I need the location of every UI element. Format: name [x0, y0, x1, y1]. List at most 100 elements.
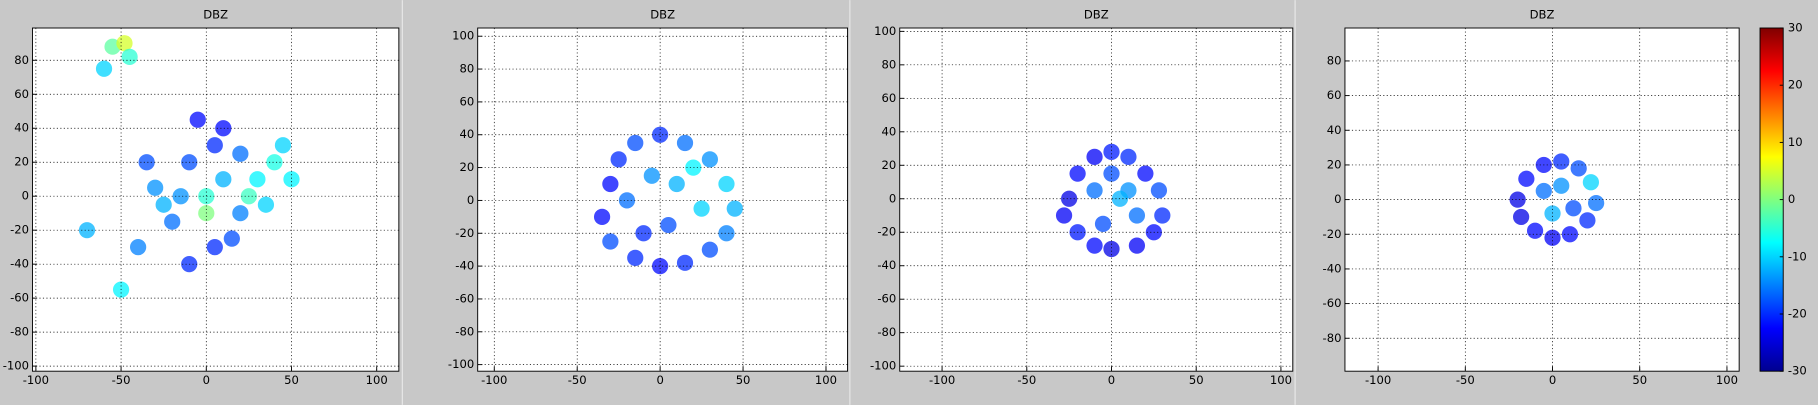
- y-tick-label: 20: [1327, 157, 1342, 171]
- x-tick-label: -50: [112, 373, 131, 387]
- x-tick-label: -100: [929, 373, 955, 387]
- x-tick-label: 50: [1189, 373, 1204, 387]
- echo-point: [643, 167, 660, 184]
- y-tick-label: 60: [882, 91, 897, 105]
- y-tick-label: 100: [452, 29, 474, 43]
- x-tick-label: -100: [23, 373, 49, 387]
- x-tick-label: 0: [656, 373, 663, 387]
- echo-point: [1103, 165, 1120, 182]
- echo-point: [215, 120, 232, 137]
- y-tick-label: -80: [877, 325, 896, 339]
- echo-point: [652, 126, 669, 143]
- y-tick-label: 80: [1327, 53, 1342, 67]
- y-tick-label: -80: [1323, 331, 1342, 345]
- x-tick-label: 0: [203, 373, 210, 387]
- echo-point: [652, 257, 669, 275]
- x-tick-label: 100: [366, 373, 388, 387]
- echo-point: [1588, 194, 1605, 212]
- colorbar-tick-label: -20: [1788, 306, 1807, 320]
- x-tick-label: -100: [481, 373, 507, 387]
- echo-point: [701, 241, 719, 258]
- y-tick-label: 40: [1327, 123, 1342, 137]
- echo-point: [206, 137, 223, 154]
- axes-box: [477, 27, 849, 372]
- echo-point: [249, 171, 266, 188]
- colorbar-tick-label: -10: [1788, 249, 1807, 263]
- echo-point: [718, 225, 735, 242]
- colorbar-tick-label: 30: [1788, 21, 1803, 35]
- x-tick-label: 100: [1270, 373, 1292, 387]
- echo-point: [1513, 208, 1530, 226]
- echo-point: [1103, 143, 1120, 161]
- echo-point: [693, 200, 710, 217]
- colorbar-tick-label: 10: [1788, 135, 1803, 149]
- plot: [1509, 153, 1605, 246]
- x-tick-label: 100: [1716, 373, 1738, 387]
- x-tick-label: -50: [1456, 373, 1475, 387]
- echo-point: [1150, 182, 1168, 199]
- y-tick-label: -20: [455, 226, 474, 240]
- echo-point: [1553, 153, 1570, 170]
- y-tick-label: 0: [22, 189, 29, 203]
- x-tick-label: 50: [1632, 373, 1647, 387]
- echo-point: [147, 179, 164, 196]
- echo-point: [215, 171, 232, 188]
- plot: [78, 35, 300, 298]
- echo-point: [232, 205, 249, 222]
- y-tick-label: 100: [874, 24, 896, 38]
- echo-point: [1137, 165, 1154, 182]
- y-tick-label: -60: [1323, 296, 1342, 310]
- echo-point: [223, 230, 240, 247]
- echo-point: [668, 175, 685, 193]
- echo-point: [602, 175, 619, 193]
- echo-point: [1561, 226, 1579, 243]
- y-tick-label: 60: [14, 87, 29, 101]
- echo-point: [602, 233, 619, 250]
- y-tick-label: 20: [459, 160, 474, 174]
- y-tick-label: -60: [10, 291, 29, 305]
- y-tick-label: -80: [10, 325, 29, 339]
- echo-point: [138, 154, 155, 171]
- echo-point: [1553, 177, 1570, 194]
- colorbar-tick-label: 0: [1788, 192, 1795, 206]
- y-tick-label: -80: [455, 324, 474, 338]
- echo-point: [172, 188, 189, 205]
- echo-point: [95, 60, 113, 77]
- y-tick-label: 0: [889, 191, 896, 205]
- echo-point: [660, 216, 677, 234]
- echo-point: [618, 192, 636, 209]
- y-tick-label: -100: [3, 359, 29, 373]
- chart-title: DBZ: [1084, 8, 1109, 22]
- echo-point: [1509, 191, 1526, 208]
- echo-point: [121, 48, 138, 66]
- y-tick-label: 80: [14, 53, 29, 67]
- echo-point: [701, 151, 719, 168]
- echo-point: [726, 200, 743, 217]
- echo-point: [1120, 148, 1137, 166]
- echo-point: [1570, 160, 1587, 177]
- plot: [1055, 143, 1171, 258]
- y-tick-label: -20: [10, 223, 29, 237]
- y-tick-label: -40: [1323, 261, 1342, 275]
- echo-point: [283, 171, 300, 188]
- x-tick-label: 100: [815, 373, 837, 387]
- axes-box: [1344, 27, 1740, 372]
- echo-point: [116, 35, 133, 52]
- echo-point: [130, 239, 147, 256]
- y-tick-label: -40: [877, 258, 896, 272]
- echo-point: [1069, 165, 1086, 182]
- echo-point: [232, 145, 249, 162]
- echo-point: [164, 213, 181, 230]
- echo-point: [1128, 207, 1146, 224]
- plot-area: [1344, 28, 1740, 372]
- echo-point: [676, 254, 694, 271]
- echo-point: [266, 154, 283, 171]
- echo-point: [189, 111, 206, 128]
- echo-point: [593, 208, 611, 225]
- chart-title: DBZ: [203, 8, 228, 22]
- plot-area: [32, 28, 399, 372]
- y-tick-label: 40: [882, 124, 897, 138]
- y-tick-label: 80: [882, 57, 897, 71]
- echo-point: [627, 249, 644, 267]
